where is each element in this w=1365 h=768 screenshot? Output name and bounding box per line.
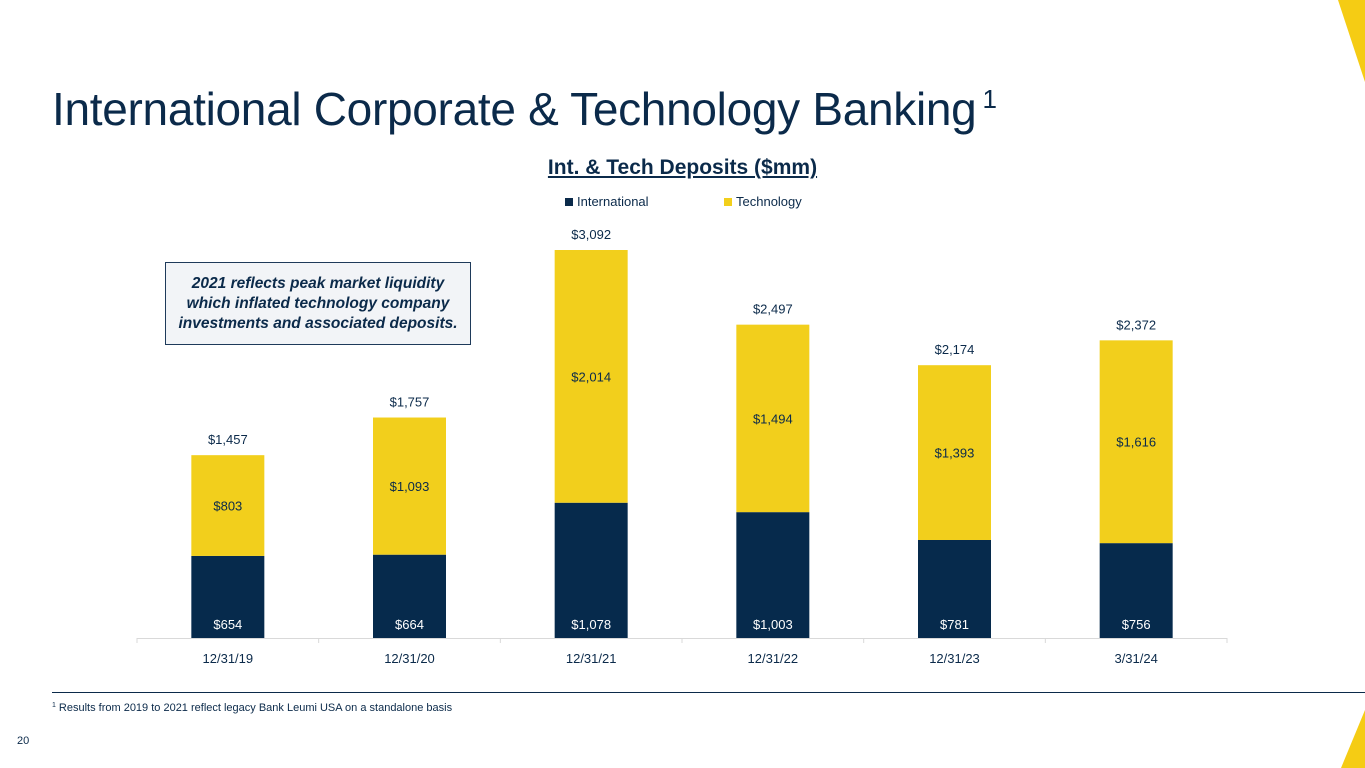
page-number: 20	[17, 735, 30, 747]
data-label-international: $781	[940, 617, 969, 632]
legend-item-international: International	[565, 194, 649, 209]
data-label-international: $1,003	[753, 617, 793, 632]
bar-international	[1099, 543, 1173, 638]
bar-technology	[554, 250, 628, 503]
callout-box: 2021 reflects peak market liquidity whic…	[165, 262, 471, 345]
data-label-total: $1,457	[208, 432, 248, 447]
data-label-technology: $1,393	[935, 446, 975, 461]
legend-item-technology: Technology	[724, 194, 802, 209]
page-title: International Corporate & Technology Ban…	[52, 82, 997, 136]
bar-technology	[191, 455, 265, 556]
data-label-technology: $2,014	[571, 369, 611, 384]
x-tick-label: 12/31/22	[748, 651, 799, 666]
bar-technology	[1099, 340, 1173, 544]
bar-international	[191, 555, 265, 638]
data-label-technology: $1,616	[1116, 435, 1156, 450]
data-label-total: $2,372	[1116, 317, 1156, 332]
chart-title: Int. & Tech Deposits ($mm)	[547, 156, 818, 179]
page-title-text: International Corporate & Technology Ban…	[52, 83, 977, 135]
bar-international	[918, 539, 991, 638]
data-label-international: $756	[1122, 617, 1151, 632]
footer-divider	[52, 692, 1365, 693]
legend-label-international: International	[577, 194, 649, 209]
bar-international	[736, 512, 810, 638]
x-tick-label: 12/31/19	[203, 651, 254, 666]
data-label-total: $1,757	[390, 395, 430, 410]
legend-label-technology: Technology	[736, 194, 802, 209]
bar-technology	[373, 417, 446, 555]
bar-technology	[918, 365, 991, 540]
data-label-technology: $1,494	[753, 411, 793, 426]
data-label-international: $654	[213, 617, 242, 632]
footnote: 1 Results from 2019 to 2021 reflect legac…	[52, 702, 452, 714]
x-tick-label: 12/31/21	[566, 651, 617, 666]
legend-swatch-international	[565, 197, 573, 206]
accent-shape-bottom	[1341, 710, 1365, 768]
data-label-technology: $1,093	[390, 479, 430, 494]
legend-swatch-technology	[724, 197, 732, 206]
x-tick-label: 12/31/23	[929, 651, 980, 666]
footnote-text: Results from 2019 to 2021 reflect legacy…	[58, 702, 453, 714]
callout-text: 2021 reflects peak market liquidity whic…	[178, 274, 458, 332]
x-tick-label: 12/31/20	[384, 651, 435, 666]
bar-technology	[736, 324, 810, 513]
bar-international	[554, 502, 628, 638]
data-label-total: $2,174	[935, 342, 975, 357]
accent-shape-top	[1338, 0, 1365, 82]
x-tick-label: 3/31/24	[1114, 651, 1157, 666]
chart-legend: International Technology	[0, 194, 1365, 212]
bar-international	[373, 554, 446, 638]
data-label-international: $664	[395, 617, 424, 632]
data-label-total: $2,497	[753, 302, 793, 317]
data-label-total: $3,092	[571, 227, 611, 242]
title-footnote-marker: 1	[982, 84, 997, 114]
data-label-technology: $803	[213, 499, 242, 514]
data-label-international: $1,078	[571, 617, 611, 632]
footnote-marker: 1	[52, 702, 56, 709]
